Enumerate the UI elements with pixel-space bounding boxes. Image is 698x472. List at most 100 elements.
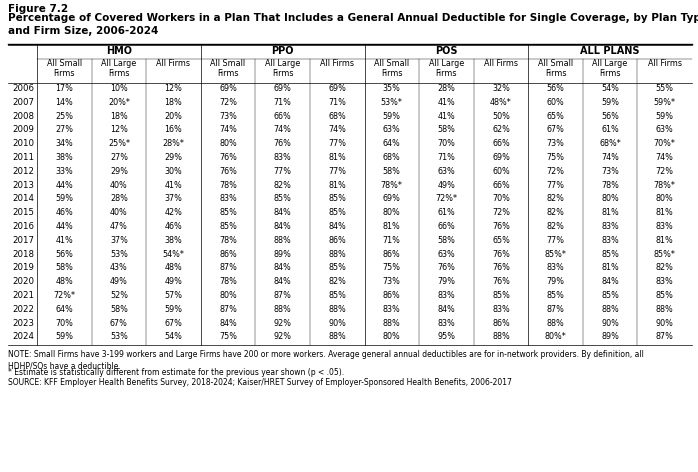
Text: 82%: 82% — [547, 194, 565, 203]
Text: 85%: 85% — [328, 263, 346, 272]
Text: 34%: 34% — [55, 139, 73, 148]
Text: 76%: 76% — [219, 153, 237, 162]
Text: 76%: 76% — [219, 167, 237, 176]
Text: 2006: 2006 — [12, 84, 34, 93]
Text: 53%: 53% — [110, 332, 128, 341]
Text: 83%: 83% — [219, 194, 237, 203]
Text: All Firms: All Firms — [484, 59, 518, 68]
Text: 42%: 42% — [165, 208, 182, 217]
Text: 92%: 92% — [274, 332, 292, 341]
Text: 66%: 66% — [274, 111, 292, 121]
Text: 59%: 59% — [55, 332, 73, 341]
Text: 41%: 41% — [438, 111, 455, 121]
Text: 61%: 61% — [438, 208, 455, 217]
Text: Percentage of Covered Workers in a Plan That Includes a General Annual Deductibl: Percentage of Covered Workers in a Plan … — [8, 13, 698, 36]
Text: 80%: 80% — [219, 291, 237, 300]
Text: 86%: 86% — [492, 319, 510, 328]
Text: 88%: 88% — [601, 305, 619, 314]
Text: 47%: 47% — [110, 222, 128, 231]
Text: 69%: 69% — [219, 84, 237, 93]
Text: 59%: 59% — [601, 98, 619, 107]
Text: 65%: 65% — [547, 111, 565, 121]
Text: 75%: 75% — [383, 263, 401, 272]
Text: 67%: 67% — [165, 319, 182, 328]
Text: 32%: 32% — [492, 84, 510, 93]
Text: 90%: 90% — [328, 319, 346, 328]
Text: 28%*: 28%* — [163, 139, 184, 148]
Text: 83%: 83% — [547, 263, 565, 272]
Text: 81%: 81% — [328, 153, 346, 162]
Text: 66%: 66% — [492, 181, 510, 190]
Text: 48%*: 48%* — [490, 98, 512, 107]
Text: 60%: 60% — [547, 98, 565, 107]
Text: 28%: 28% — [438, 84, 455, 93]
Text: 87%: 87% — [547, 305, 565, 314]
Text: 84%: 84% — [274, 208, 292, 217]
Text: 74%: 74% — [655, 153, 674, 162]
Text: 72%: 72% — [219, 98, 237, 107]
Text: 35%: 35% — [383, 84, 401, 93]
Text: PPO: PPO — [272, 46, 294, 56]
Text: 85%: 85% — [274, 194, 292, 203]
Text: 75%: 75% — [219, 332, 237, 341]
Text: 85%: 85% — [601, 250, 619, 259]
Text: 89%: 89% — [274, 250, 292, 259]
Text: 84%: 84% — [274, 263, 292, 272]
Text: 78%: 78% — [219, 236, 237, 245]
Text: 12%: 12% — [165, 84, 182, 93]
Text: 64%: 64% — [55, 305, 73, 314]
Text: 2014: 2014 — [12, 194, 34, 203]
Text: 84%: 84% — [601, 277, 619, 286]
Text: All Large
Firms: All Large Firms — [101, 59, 137, 78]
Text: 59%: 59% — [55, 194, 73, 203]
Text: 2019: 2019 — [12, 263, 34, 272]
Text: 83%: 83% — [601, 222, 619, 231]
Text: 80%: 80% — [383, 332, 401, 341]
Text: 59%: 59% — [655, 111, 674, 121]
Text: 89%: 89% — [601, 332, 619, 341]
Text: 60%: 60% — [492, 167, 510, 176]
Text: 48%: 48% — [165, 263, 182, 272]
Text: 90%: 90% — [601, 319, 619, 328]
Text: 53%*: 53%* — [381, 98, 403, 107]
Text: 81%: 81% — [328, 181, 346, 190]
Text: 40%: 40% — [110, 181, 128, 190]
Text: 80%: 80% — [601, 194, 619, 203]
Text: 28%: 28% — [110, 194, 128, 203]
Text: 83%: 83% — [383, 305, 401, 314]
Text: 18%: 18% — [165, 98, 182, 107]
Text: 80%: 80% — [219, 139, 237, 148]
Text: 76%: 76% — [492, 263, 510, 272]
Text: All Small
Firms: All Small Firms — [538, 59, 573, 78]
Text: All Large
Firms: All Large Firms — [429, 59, 464, 78]
Text: 73%: 73% — [547, 139, 565, 148]
Text: 72%: 72% — [547, 167, 565, 176]
Text: 87%: 87% — [219, 263, 237, 272]
Text: 56%: 56% — [55, 250, 73, 259]
Text: 58%: 58% — [55, 263, 73, 272]
Text: 49%: 49% — [438, 181, 455, 190]
Text: 81%: 81% — [656, 236, 674, 245]
Text: 83%: 83% — [438, 291, 455, 300]
Text: 49%: 49% — [110, 277, 128, 286]
Text: 18%: 18% — [110, 111, 128, 121]
Text: 73%: 73% — [219, 111, 237, 121]
Text: SOURCE: KFF Employer Health Benefits Survey, 2018-2024; Kaiser/HRET Survey of Em: SOURCE: KFF Employer Health Benefits Sur… — [8, 378, 512, 387]
Text: 80%: 80% — [656, 194, 674, 203]
Text: All Small
Firms: All Small Firms — [47, 59, 82, 78]
Text: NOTE: Small Firms have 3-199 workers and Large Firms have 200 or more workers. A: NOTE: Small Firms have 3-199 workers and… — [8, 350, 644, 371]
Text: 85%: 85% — [328, 194, 346, 203]
Text: 14%: 14% — [55, 98, 73, 107]
Text: 25%: 25% — [55, 111, 73, 121]
Text: 70%: 70% — [438, 139, 455, 148]
Text: 84%: 84% — [438, 305, 455, 314]
Text: 54%: 54% — [165, 332, 182, 341]
Text: 88%: 88% — [274, 305, 292, 314]
Text: * Estimate is statistically different from estimate for the previous year shown : * Estimate is statistically different fr… — [8, 368, 344, 377]
Text: 87%: 87% — [274, 291, 292, 300]
Text: 88%: 88% — [274, 236, 292, 245]
Text: 83%: 83% — [438, 319, 455, 328]
Text: 85%: 85% — [328, 291, 346, 300]
Text: 46%: 46% — [55, 208, 73, 217]
Text: 61%: 61% — [601, 126, 619, 135]
